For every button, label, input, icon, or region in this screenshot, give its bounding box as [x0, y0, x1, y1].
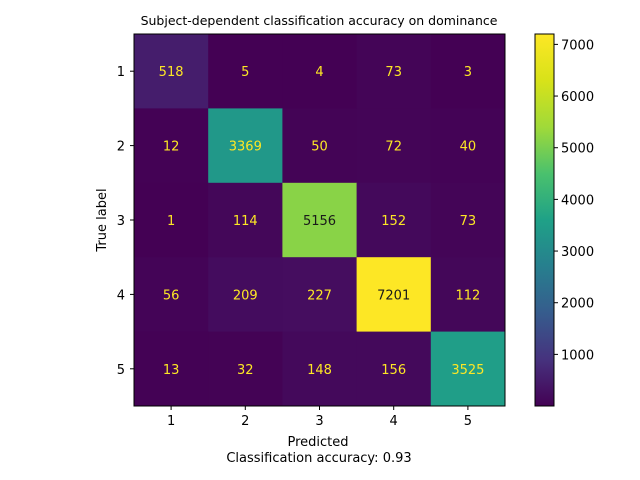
heatmap-cell	[134, 34, 209, 109]
heatmap-cell	[282, 257, 358, 333]
cell-value-label: 1	[167, 214, 175, 229]
cell-value-label: 156	[381, 363, 406, 378]
cell-value-label: 152	[381, 214, 406, 229]
cell-value-label: 32	[237, 363, 254, 378]
x-axis-ticks: 1 2 3 4 5	[167, 406, 472, 429]
heatmap-cell	[134, 108, 209, 184]
cell-value-label: 5	[241, 65, 249, 80]
heatmap-cell	[356, 257, 432, 333]
heatmap-cell	[282, 34, 358, 109]
heatmap-cell	[208, 257, 283, 333]
colorbar-tick-label: 5000	[561, 142, 594, 157]
colorbar-tick-label: 6000	[561, 90, 594, 105]
heatmap-cell	[282, 182, 358, 258]
cell-value-label: 12	[163, 140, 180, 155]
heatmap-cells	[134, 34, 506, 407]
cell-value-label: 7201	[377, 288, 410, 303]
cell-value-label: 4	[315, 65, 323, 80]
cell-value-label: 3369	[229, 140, 262, 155]
x-tick-label: 2	[241, 414, 249, 429]
x-tick-label: 5	[464, 414, 472, 429]
chart-title: Subject-dependent classification accurac…	[141, 13, 498, 28]
heatmap-cell	[430, 257, 506, 333]
colorbar-tick-label: 1000	[561, 348, 594, 363]
cell-value-label: 40	[460, 140, 477, 155]
heatmap-cell	[134, 257, 209, 333]
colorbar-ticks: 1000 2000 3000 4000 5000 6000 7000	[554, 38, 594, 363]
cell-value-label: 13	[163, 363, 180, 378]
footer-text: Classification accuracy: 0.93	[226, 451, 411, 466]
cell-value-label: 114	[233, 214, 258, 229]
heatmap-cell-labels: 518 5 4 73 3 12 3369 50 72 40 1 114 5156 152 73 56 209 22…	[159, 65, 485, 378]
cell-value-label: 112	[455, 288, 480, 303]
y-tick-label: 3	[117, 214, 125, 229]
y-tick-label: 1	[117, 65, 125, 80]
colorbar	[534, 33, 555, 407]
heatmap-cell	[134, 182, 209, 258]
heatmap-cell	[208, 182, 283, 258]
cell-value-label: 50	[311, 140, 328, 155]
heatmap-cell	[208, 108, 283, 184]
heatmap-cell	[356, 108, 432, 184]
cell-value-label: 73	[385, 65, 402, 80]
cell-value-label: 3525	[451, 363, 484, 378]
y-tick-label: 5	[117, 363, 125, 378]
y-tick-label: 2	[117, 140, 125, 155]
heatmap-cell	[430, 331, 506, 407]
colorbar-tick-label: 7000	[561, 38, 594, 53]
cell-value-label: 3	[464, 65, 472, 80]
x-axis-label: Predicted	[287, 435, 348, 450]
heatmap-cell	[208, 34, 283, 109]
cell-value-label: 227	[307, 288, 332, 303]
heatmap-cell	[282, 331, 358, 407]
colorbar-tick-label: 4000	[561, 193, 594, 208]
x-tick-label: 1	[167, 414, 175, 429]
heatmap-cell	[134, 331, 209, 407]
x-tick-label: 3	[315, 414, 323, 429]
cell-value-label: 56	[163, 288, 180, 303]
heatmap-cell	[208, 331, 283, 407]
heatmap-cell	[356, 331, 432, 407]
heatmap-cell	[356, 182, 432, 258]
heatmap-cell	[430, 182, 506, 258]
y-axis-label: True label	[95, 188, 110, 252]
x-tick-label: 4	[390, 414, 398, 429]
heatmap-cell	[430, 34, 506, 109]
heatmap-cell	[356, 34, 432, 109]
cell-value-label: 5156	[303, 214, 336, 229]
cell-value-label: 72	[385, 140, 402, 155]
colorbar-tick-label: 2000	[561, 297, 594, 312]
y-tick-label: 4	[117, 288, 125, 303]
cell-value-label: 148	[307, 363, 332, 378]
y-axis-ticks: 1 2 3 4 5	[117, 65, 134, 378]
colorbar-tick-label: 3000	[561, 245, 594, 260]
heatmap-cell	[430, 108, 506, 184]
cell-value-label: 73	[460, 214, 477, 229]
cell-value-label: 518	[159, 65, 184, 80]
heatmap-cell	[282, 108, 358, 184]
cell-value-label: 209	[233, 288, 258, 303]
